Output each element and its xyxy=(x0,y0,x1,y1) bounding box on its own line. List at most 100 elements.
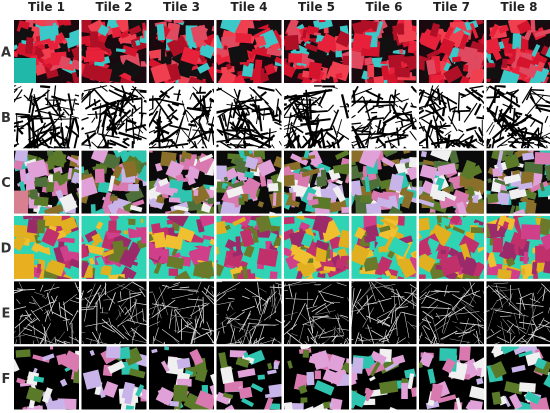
texture-patch xyxy=(314,380,335,396)
texture-line xyxy=(58,302,62,318)
texture-patch xyxy=(300,233,314,248)
texture-line xyxy=(44,111,65,134)
texture-patch xyxy=(84,229,100,243)
texture-patch xyxy=(403,55,417,64)
image-tile xyxy=(284,85,349,149)
texture-line xyxy=(287,139,293,149)
texture-line xyxy=(240,112,248,130)
texture-line xyxy=(352,287,355,306)
texture-line xyxy=(152,336,154,345)
column-header: Tile 6 xyxy=(365,0,402,14)
texture-line xyxy=(185,109,206,133)
texture-line xyxy=(304,108,310,119)
texture-line xyxy=(376,119,382,135)
texture-line xyxy=(396,115,405,122)
texture-line xyxy=(226,103,242,108)
texture-line xyxy=(203,287,214,298)
texture-patch xyxy=(284,246,293,257)
texture-line xyxy=(324,304,331,314)
texture-line xyxy=(486,310,490,312)
texture-line xyxy=(81,144,90,147)
texture-line xyxy=(229,112,233,119)
texture-line xyxy=(324,299,335,305)
texture-line xyxy=(358,338,388,341)
texture-line xyxy=(153,293,162,319)
texture-line xyxy=(399,120,417,129)
texture-line xyxy=(419,291,427,299)
image-tile xyxy=(486,346,550,410)
texture-patch xyxy=(290,153,309,166)
texture-patch xyxy=(516,58,531,69)
texture-patch xyxy=(160,360,170,373)
texture-patch xyxy=(376,197,395,210)
texture-line xyxy=(157,307,161,320)
texture-patch xyxy=(183,392,206,410)
texture-line xyxy=(518,340,527,343)
texture-line xyxy=(277,293,282,296)
texture-patch xyxy=(370,361,381,377)
texture-line xyxy=(15,339,17,345)
texture-line xyxy=(317,290,344,299)
texture-line xyxy=(331,334,338,343)
water xyxy=(14,190,28,214)
texture-line xyxy=(259,338,277,345)
texture-patch xyxy=(34,177,48,188)
texture-line xyxy=(372,284,396,289)
texture-patch xyxy=(242,265,249,279)
texture-patch xyxy=(419,240,432,258)
texture-line xyxy=(131,328,136,338)
texture-patch xyxy=(351,258,363,272)
texture-patch xyxy=(42,353,55,362)
texture-patch xyxy=(487,230,505,238)
texture-patch xyxy=(125,187,144,204)
texture-patch xyxy=(458,33,470,50)
texture-patch xyxy=(134,216,142,228)
texture-line xyxy=(81,131,97,147)
texture-patch xyxy=(149,233,154,242)
texture-line xyxy=(490,301,497,310)
texture-patch xyxy=(120,31,130,39)
texture-patch xyxy=(315,245,328,263)
texture-patch xyxy=(251,48,257,55)
texture-line xyxy=(39,323,51,345)
texture-patch xyxy=(419,217,431,232)
texture-line xyxy=(101,111,108,128)
texture-line xyxy=(284,95,303,111)
texture-patch xyxy=(14,44,19,55)
texture-line xyxy=(22,138,36,149)
water xyxy=(14,253,34,279)
texture-patch xyxy=(123,160,138,178)
texture-line xyxy=(531,324,535,342)
texture-line xyxy=(515,96,519,104)
texture-line xyxy=(340,94,349,119)
texture-patch xyxy=(277,266,282,276)
texture-patch xyxy=(243,352,249,358)
texture-line xyxy=(100,287,108,295)
texture-line xyxy=(244,115,261,134)
texture-patch xyxy=(439,254,462,277)
texture-patch xyxy=(163,234,184,250)
texture-patch xyxy=(94,41,112,54)
texture-patch xyxy=(14,235,27,252)
texture-patch xyxy=(314,370,321,379)
texture-line xyxy=(316,140,323,149)
texture-line xyxy=(490,328,494,334)
texture-line xyxy=(419,291,441,301)
texture-line xyxy=(401,311,412,315)
texture-line xyxy=(361,117,375,132)
texture-line xyxy=(285,132,296,149)
image-tile xyxy=(81,85,147,149)
texture-patch xyxy=(509,205,516,214)
texture-line xyxy=(376,144,385,149)
texture-line xyxy=(262,291,277,307)
texture-line xyxy=(242,295,250,300)
texture-line xyxy=(506,323,514,333)
texture-line xyxy=(94,119,102,133)
texture-line xyxy=(263,108,266,120)
texture-line xyxy=(49,125,56,145)
texture-line xyxy=(45,308,51,321)
image-tile xyxy=(284,150,349,214)
texture-line xyxy=(216,128,224,136)
texture-patch xyxy=(518,382,536,393)
texture-line xyxy=(39,338,57,345)
